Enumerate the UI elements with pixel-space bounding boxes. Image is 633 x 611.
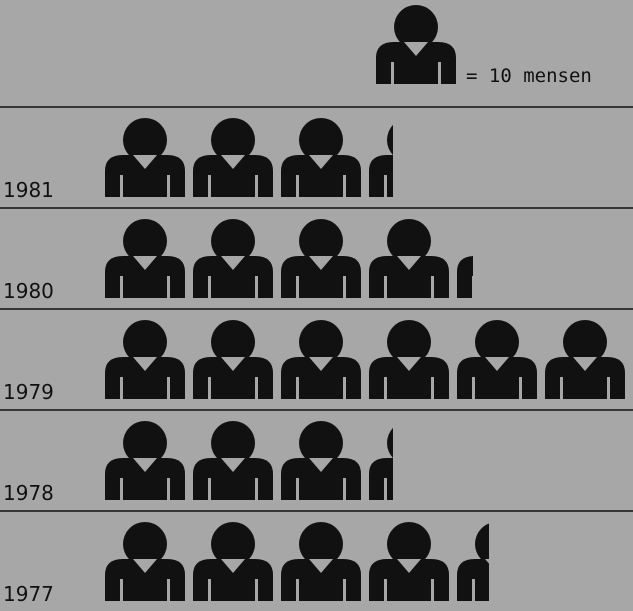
person-icon — [193, 522, 273, 601]
person-icon — [369, 124, 393, 197]
person-icon — [105, 421, 185, 500]
legend-icon — [376, 5, 456, 84]
person-icon — [281, 219, 361, 298]
person-icon — [105, 118, 185, 197]
pictogram-row — [105, 320, 625, 399]
person-icon — [545, 320, 625, 399]
person-icon — [281, 320, 361, 399]
pictogram-row — [105, 522, 489, 601]
person-icon — [281, 118, 361, 197]
year-label: 1978 — [3, 481, 54, 505]
person-icon — [457, 523, 489, 601]
pictogram-row — [105, 118, 393, 197]
person-icon — [369, 522, 449, 601]
person-icon — [376, 5, 456, 84]
person-icon — [369, 320, 449, 399]
year-label: 1980 — [3, 279, 54, 303]
person-icon — [193, 421, 273, 500]
person-icon — [369, 427, 393, 500]
year-label: 1981 — [3, 178, 54, 202]
person-icon — [457, 320, 537, 399]
person-icon — [193, 118, 273, 197]
person-icon — [105, 219, 185, 298]
person-icon — [105, 320, 185, 399]
person-icon — [369, 219, 449, 298]
person-icon — [193, 320, 273, 399]
person-icon — [457, 256, 473, 298]
pictogram-row — [105, 421, 393, 500]
person-icon — [281, 522, 361, 601]
year-label: 1979 — [3, 380, 54, 404]
person-icon — [281, 421, 361, 500]
year-label: 1977 — [3, 582, 54, 606]
legend-label: = 10 mensen — [466, 65, 592, 87]
pictogram-row — [105, 219, 473, 298]
person-icon — [105, 522, 185, 601]
person-icon — [193, 219, 273, 298]
